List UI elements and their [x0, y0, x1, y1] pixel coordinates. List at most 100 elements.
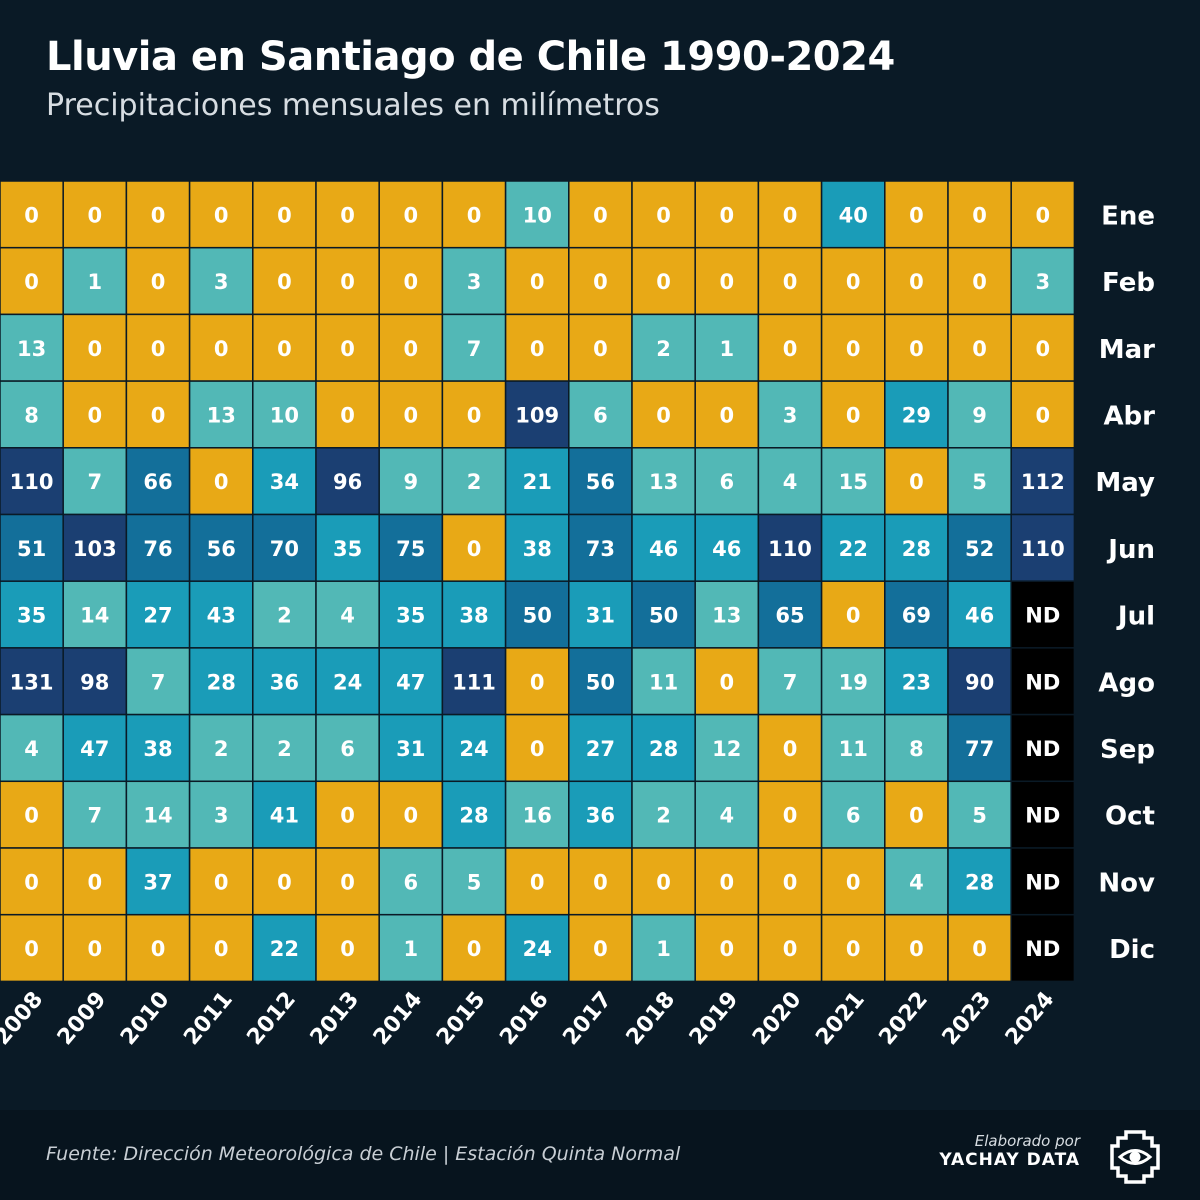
heatmap-cell — [188, 313, 254, 382]
cell-value-label: 1 — [87, 270, 102, 294]
cell-value-label: 0 — [530, 270, 545, 294]
heatmap-cell — [252, 580, 317, 649]
cell-value-label: 0 — [87, 203, 102, 227]
heatmap-cell — [315, 246, 380, 316]
cell-value-label: 73 — [586, 537, 615, 561]
heatmap-cell — [441, 713, 507, 783]
heatmap-cell — [188, 847, 254, 916]
heatmap-cell — [315, 913, 380, 983]
cell-value-label: 0 — [593, 270, 608, 294]
cell-value-label: 0 — [593, 203, 608, 227]
heatmap-cell — [125, 180, 191, 249]
cell-value-label: 9 — [972, 403, 987, 427]
cell-value-label: 2 — [656, 804, 671, 828]
cell-value-label: 28 — [965, 870, 994, 894]
heatmap-cell — [820, 380, 886, 449]
cell-value-label: 35 — [17, 604, 46, 628]
heatmap-cell — [757, 713, 823, 783]
cell-value-label: 6 — [403, 870, 418, 894]
cell-value-label: 7 — [783, 670, 798, 694]
heatmap-cell — [441, 313, 507, 382]
footer: Fuente: Dirección Meteorológica de Chile… — [0, 1110, 1200, 1200]
heatmap-cell — [441, 180, 507, 249]
cell-value-label: 0 — [972, 337, 987, 361]
heatmap-cell — [884, 580, 949, 649]
cell-value-label: 3 — [783, 403, 798, 427]
cell-value-label: 11 — [839, 737, 868, 761]
heatmap-cell — [1010, 780, 1076, 849]
cell-value-label: 0 — [467, 203, 482, 227]
cell-value-label: 46 — [649, 537, 678, 561]
cell-value-label: 69 — [902, 604, 931, 628]
heatmap-cell — [315, 580, 380, 649]
heatmap-cell — [378, 313, 444, 382]
cell-value-label: 1 — [403, 937, 418, 961]
cell-value-label: 36 — [586, 804, 615, 828]
cell-value-label: 24 — [459, 737, 488, 761]
heatmap-cell — [252, 447, 317, 516]
month-label: Oct — [1105, 802, 1155, 832]
cell-value-label: 7 — [87, 470, 102, 494]
heatmap-cell — [694, 447, 760, 516]
cell-value-label: 76 — [143, 537, 172, 561]
heatmap-cell — [504, 313, 570, 382]
heatmap-cell — [757, 447, 823, 516]
heatmap-cell — [125, 780, 191, 849]
heatmap-cell — [125, 847, 191, 916]
cell-value-label: 46 — [965, 604, 994, 628]
heatmap-cell — [631, 913, 696, 983]
cell-value-label: 0 — [151, 337, 166, 361]
heatmap-cell — [188, 580, 254, 649]
month-label: Sep — [1100, 735, 1155, 765]
cell-value-label: 0 — [87, 337, 102, 361]
cell-value-label: 0 — [467, 937, 482, 961]
heatmap-cell — [252, 313, 317, 382]
cell-value-label: 24 — [333, 670, 362, 694]
heatmap-cell — [631, 246, 696, 316]
cell-value-label: 0 — [214, 337, 229, 361]
cell-value-label: 0 — [340, 270, 355, 294]
cell-value-label: 27 — [143, 604, 172, 628]
cell-value-label: 0 — [403, 403, 418, 427]
heatmap-cell — [252, 513, 317, 582]
heatmap-cell — [0, 713, 64, 783]
heatmap-cell — [820, 713, 886, 783]
cell-value-label: 16 — [523, 804, 552, 828]
cell-value-label: 36 — [270, 670, 299, 694]
cell-value-label: 0 — [277, 270, 292, 294]
heatmap-cell — [504, 246, 570, 316]
heatmap-cell — [378, 913, 444, 983]
cell-value-label: 5 — [972, 470, 987, 494]
heatmap-cell — [378, 447, 444, 516]
cell-value-label: 0 — [719, 870, 734, 894]
year-label: 2013 — [306, 987, 365, 1050]
cell-value-label: 6 — [719, 470, 734, 494]
heatmap-cell — [757, 580, 823, 649]
heatmap-cell — [188, 647, 254, 716]
cell-value-label: 70 — [270, 537, 299, 561]
cell-value-label: 11 — [649, 670, 678, 694]
cell-value-label: 29 — [902, 403, 931, 427]
heatmap-cell — [568, 913, 633, 983]
heatmap-cell — [125, 513, 191, 582]
cell-value-label: 35 — [396, 604, 425, 628]
cell-value-label: 6 — [340, 737, 355, 761]
cell-value-label: 31 — [586, 604, 615, 628]
cell-value-label: 0 — [783, 203, 798, 227]
year-label: 2009 — [53, 987, 112, 1050]
cell-value-label: 103 — [73, 537, 117, 561]
year-label: 2017 — [558, 987, 617, 1050]
cell-value-label: 38 — [143, 737, 172, 761]
heatmap-cell — [757, 513, 823, 582]
heatmap-cell — [694, 780, 760, 849]
heatmap-cell — [694, 847, 760, 916]
heatmap-cell — [378, 513, 444, 582]
cell-value-label: 4 — [783, 470, 798, 494]
heatmap-cell — [378, 713, 444, 783]
cell-value-label: 4 — [24, 737, 39, 761]
heatmap-cell — [947, 380, 1012, 449]
cell-value-label: 1 — [719, 337, 734, 361]
year-label: 2011 — [179, 987, 238, 1050]
cell-value-label: 14 — [80, 604, 109, 628]
cell-value-label: 0 — [277, 870, 292, 894]
